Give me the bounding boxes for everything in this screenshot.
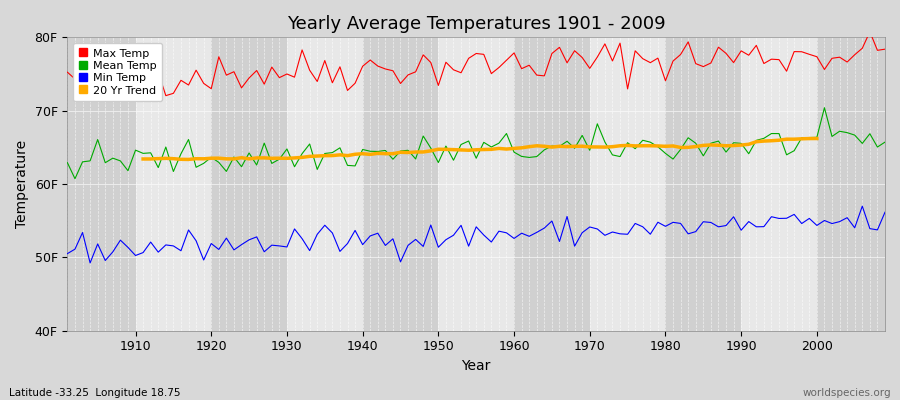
Bar [817,37,885,331]
X-axis label: Year: Year [462,359,490,373]
Bar [136,37,212,331]
Bar [742,37,817,331]
Bar [590,37,665,331]
Y-axis label: Temperature: Temperature [15,140,29,228]
Text: Latitude -33.25  Longitude 18.75: Latitude -33.25 Longitude 18.75 [9,388,181,398]
Bar [212,37,287,331]
Bar [438,37,514,331]
Title: Yearly Average Temperatures 1901 - 2009: Yearly Average Temperatures 1901 - 2009 [287,15,665,33]
Bar [59,37,136,331]
Text: worldspecies.org: worldspecies.org [803,388,891,398]
Bar [287,37,363,331]
Bar [665,37,742,331]
Bar [514,37,590,331]
Bar [363,37,438,331]
Legend: Max Temp, Mean Temp, Min Temp, 20 Yr Trend: Max Temp, Mean Temp, Min Temp, 20 Yr Tre… [73,43,162,101]
